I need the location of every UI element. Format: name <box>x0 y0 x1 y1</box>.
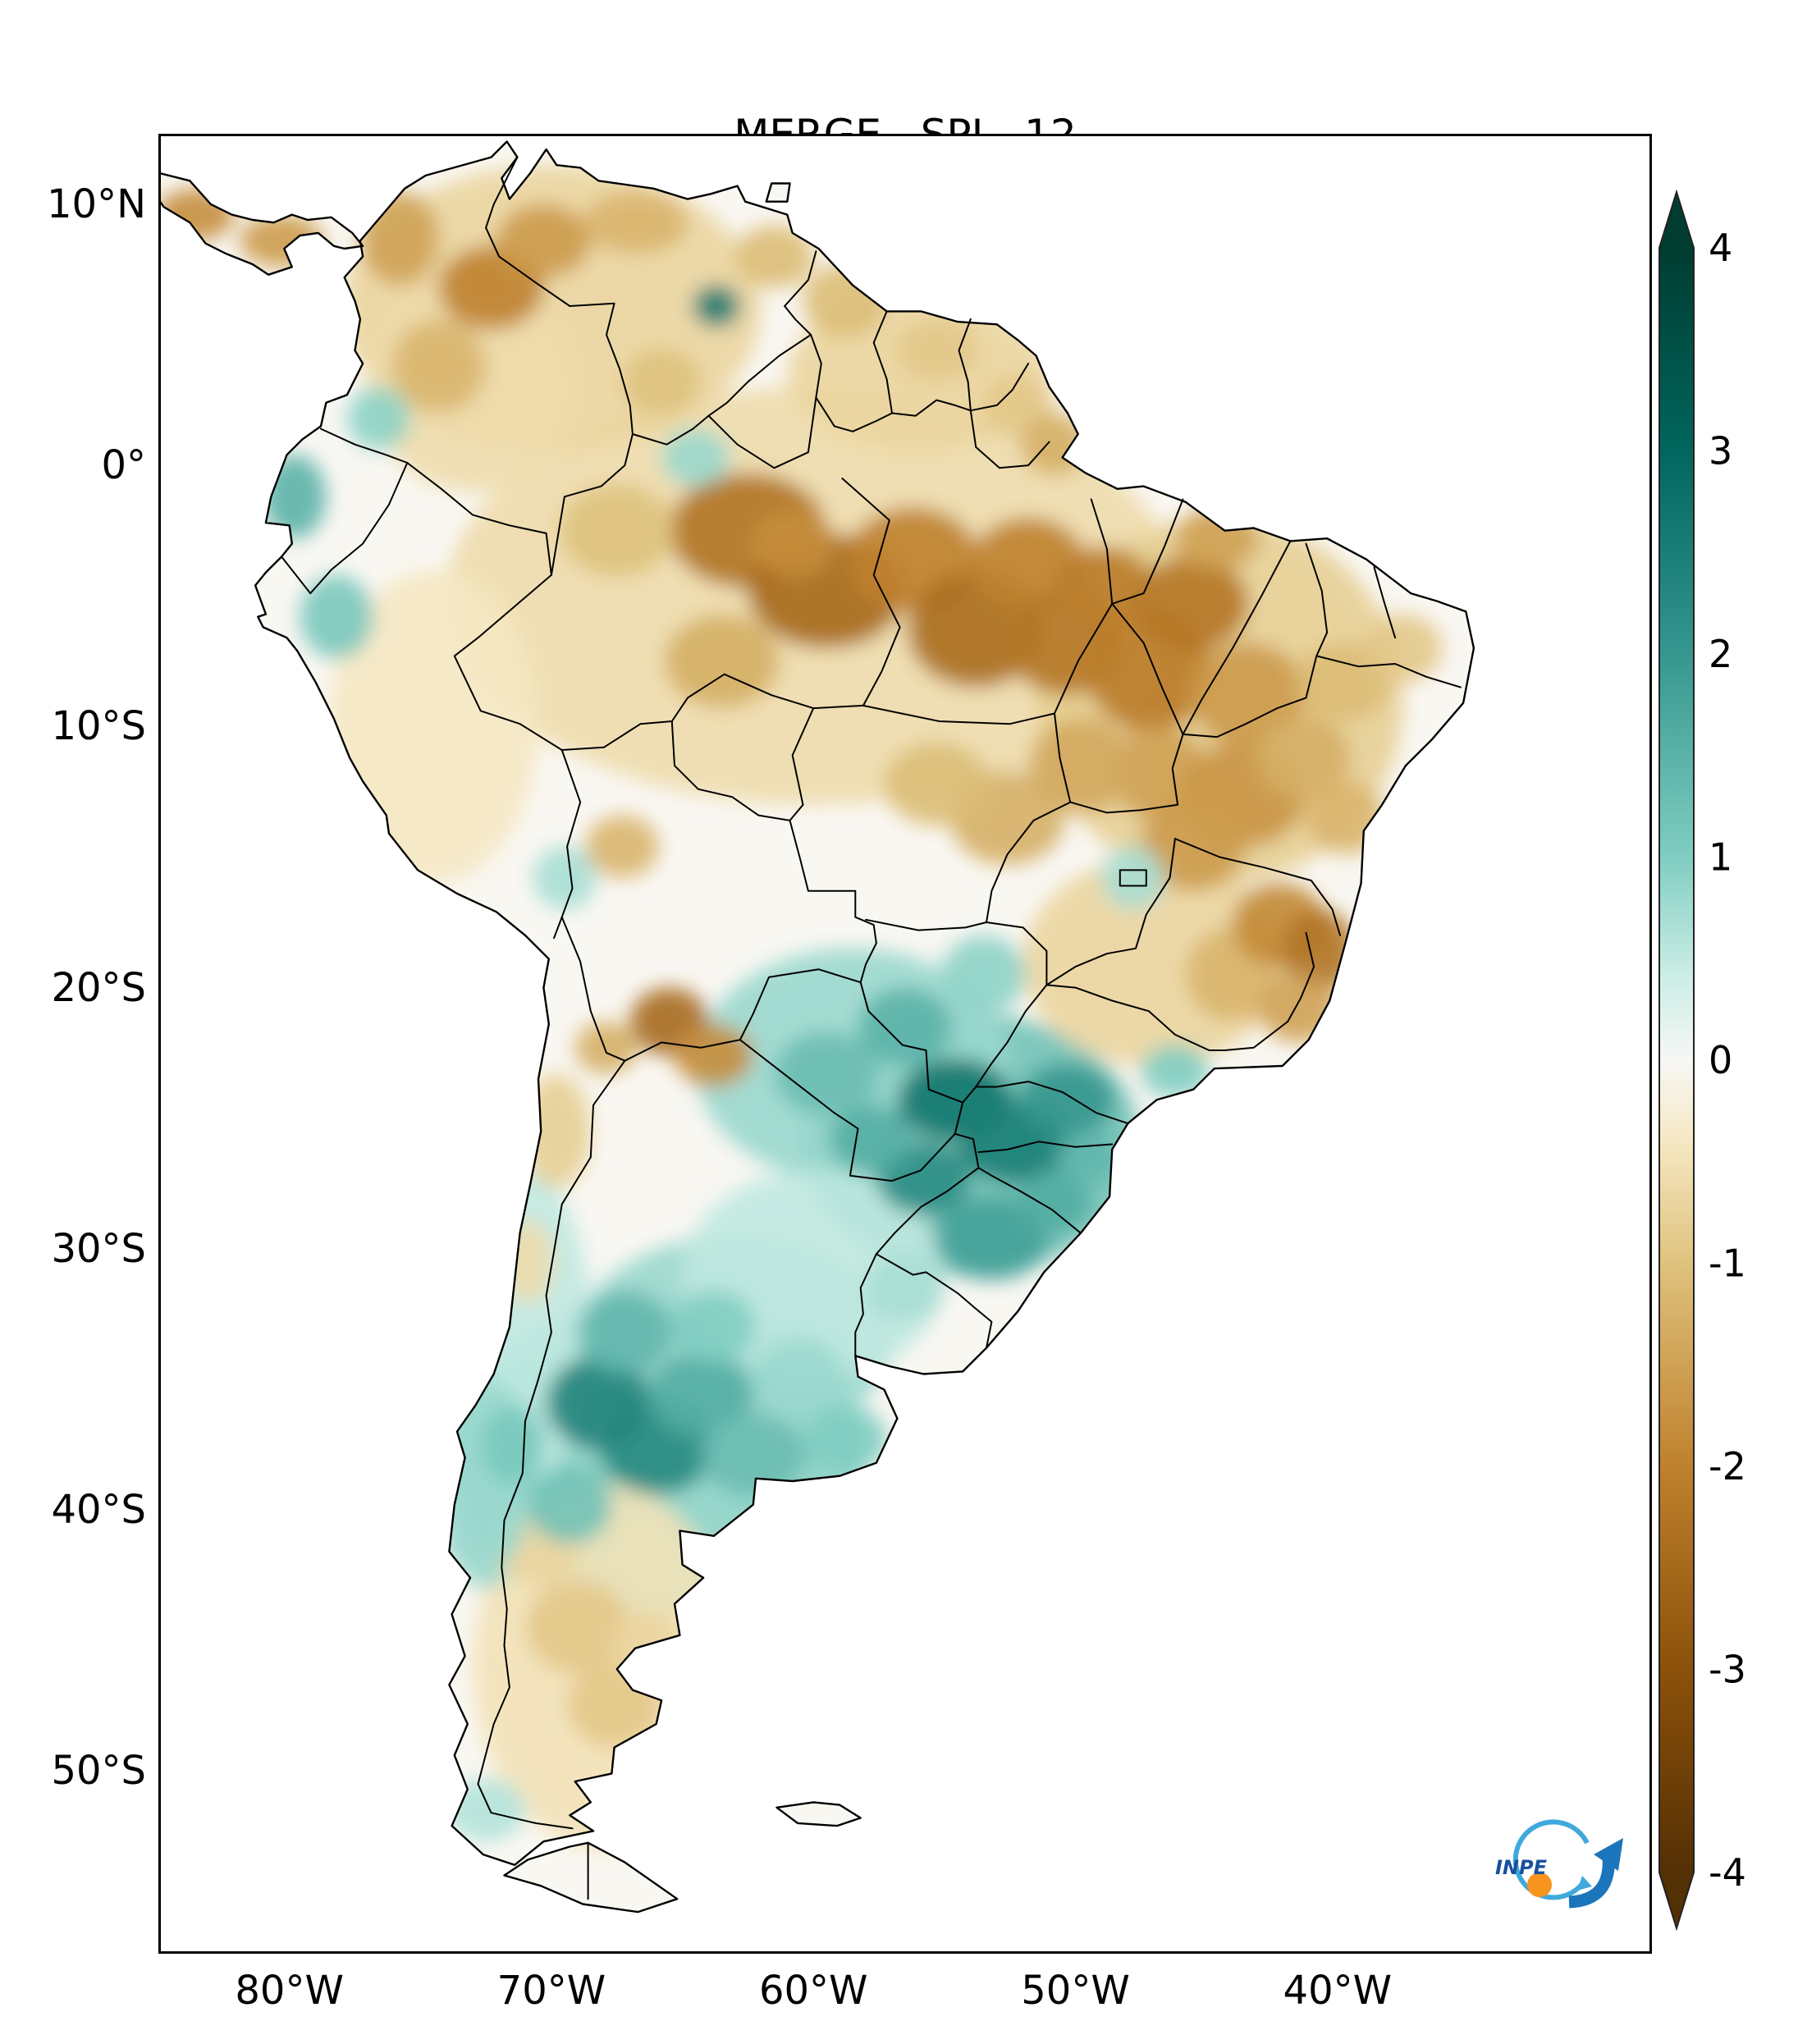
lat-tick-label: 10°S <box>51 703 146 750</box>
inpe-logo-text: INPE <box>1495 1856 1548 1879</box>
lon-tick-label: 60°W <box>758 1968 868 2014</box>
svg-text:2: 2 <box>1709 632 1732 676</box>
lon-tick-label: 80°W <box>235 1968 344 2014</box>
inpe-logo-arrowhead-icon <box>1594 1838 1623 1871</box>
lon-tick-label: 50°W <box>1021 1968 1130 2014</box>
inpe-logo-orange-dot-icon <box>1527 1873 1552 1897</box>
svg-text:-3: -3 <box>1709 1648 1746 1692</box>
svg-text:1: 1 <box>1709 835 1732 880</box>
map-canvas <box>158 134 1652 1954</box>
svg-text:4: 4 <box>1709 226 1732 270</box>
svg-text:3: 3 <box>1709 429 1732 473</box>
inpe-logo-swirl-arrowhead-icon <box>1577 1876 1592 1891</box>
lat-tick-label: 20°S <box>51 964 146 1011</box>
lat-tick-label: 30°S <box>51 1225 146 1272</box>
lon-tick-label: 70°W <box>496 1968 606 2014</box>
inpe-logo: INPE <box>1462 1804 1635 1927</box>
svg-text:-2: -2 <box>1709 1444 1746 1488</box>
colorbar: 4 3 2 1 0 -1 -2 -3 -4 <box>1648 182 1798 1955</box>
svg-text:-1: -1 <box>1709 1241 1746 1286</box>
lat-tick-label: 40°S <box>51 1487 146 1534</box>
lat-tick-label: 50°S <box>51 1748 146 1795</box>
svg-text:-4: -4 <box>1709 1850 1746 1895</box>
inpe-logo-arrow-icon <box>1568 1855 1615 1909</box>
svg-text:0: 0 <box>1709 1038 1732 1082</box>
lon-tick-label: 40°W <box>1283 1968 1393 2014</box>
inpe-logo-swirl-icon <box>1512 1819 1590 1900</box>
lat-tick-label: 10°N <box>47 181 146 227</box>
lat-tick-label: 0° <box>101 442 146 489</box>
